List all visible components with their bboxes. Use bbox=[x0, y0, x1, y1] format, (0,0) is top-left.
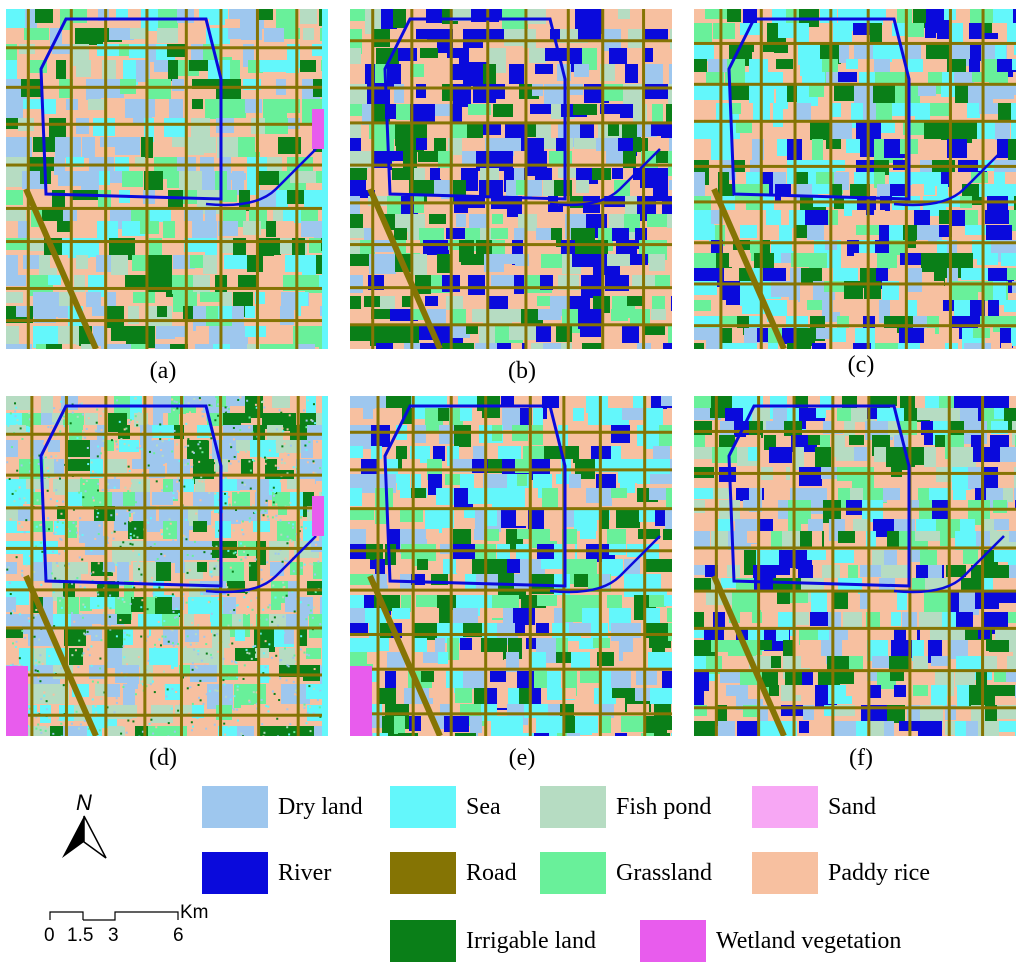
map-panel-c bbox=[694, 9, 1016, 349]
map-panel-a bbox=[6, 9, 328, 349]
north-arrow-icon: N bbox=[54, 790, 114, 870]
map-panel-e bbox=[350, 396, 672, 736]
classification-map bbox=[350, 9, 672, 349]
scale-tick-label: 0 bbox=[44, 925, 55, 946]
legend-item-grassland: Grassland bbox=[540, 852, 712, 894]
classification-map bbox=[6, 9, 328, 349]
legend-label: Fish pond bbox=[616, 793, 712, 820]
legend-item-dry-land: Dry land bbox=[202, 786, 363, 828]
scale-bar: Km 0 1.5 3 6 bbox=[40, 900, 230, 955]
classification-map bbox=[694, 9, 1016, 349]
legend-swatch bbox=[390, 852, 456, 894]
legend-swatch bbox=[390, 786, 456, 828]
scale-unit: Km bbox=[180, 902, 209, 923]
map-panel-d bbox=[6, 396, 328, 736]
legend-label: Sand bbox=[828, 793, 876, 820]
classification-map bbox=[6, 396, 328, 736]
legend-swatch bbox=[640, 920, 706, 962]
legend-swatch bbox=[202, 852, 268, 894]
panel-caption: (a) bbox=[149, 358, 177, 384]
map-panel-f bbox=[694, 396, 1016, 736]
panel-caption: (e) bbox=[508, 745, 536, 771]
legend-label: Road bbox=[466, 859, 517, 886]
panel-caption: (b) bbox=[508, 358, 536, 384]
legend-swatch bbox=[202, 786, 268, 828]
legend-label: River bbox=[278, 859, 332, 886]
scale-tick-label: 6 bbox=[173, 925, 184, 946]
legend-item-wetland-vegetation: Wetland vegetation bbox=[640, 920, 901, 962]
panel-caption: (d) bbox=[149, 745, 177, 771]
legend-item-paddy-rice: Paddy rice bbox=[752, 852, 930, 894]
north-label: N bbox=[76, 790, 92, 815]
legend-label: Dry land bbox=[278, 793, 363, 820]
legend-item-river: River bbox=[202, 852, 331, 894]
legend-label: Irrigable land bbox=[466, 927, 596, 954]
scale-tick-label: 1.5 bbox=[67, 925, 94, 946]
legend-label: Sea bbox=[466, 793, 501, 820]
panel-caption: (c) bbox=[847, 352, 875, 378]
classification-map bbox=[350, 396, 672, 736]
legend-item-road: Road bbox=[390, 852, 517, 894]
legend-swatch bbox=[540, 786, 606, 828]
legend-item-sea: Sea bbox=[390, 786, 501, 828]
legend-swatch bbox=[752, 852, 818, 894]
scale-tick-label: 3 bbox=[108, 925, 119, 946]
legend-label: Paddy rice bbox=[828, 859, 930, 886]
legend-swatch bbox=[540, 852, 606, 894]
legend-swatch bbox=[752, 786, 818, 828]
legend-item-fish-pond: Fish pond bbox=[540, 786, 711, 828]
legend-swatch bbox=[390, 920, 456, 962]
legend-item-sand: Sand bbox=[752, 786, 876, 828]
legend-item-irrigable-land: Irrigable land bbox=[390, 920, 596, 962]
map-panel-b bbox=[350, 9, 672, 349]
legend-label: Wetland vegetation bbox=[716, 927, 902, 954]
classification-map bbox=[694, 396, 1016, 736]
legend-label: Grassland bbox=[616, 859, 712, 886]
panel-caption: (f) bbox=[849, 745, 873, 771]
